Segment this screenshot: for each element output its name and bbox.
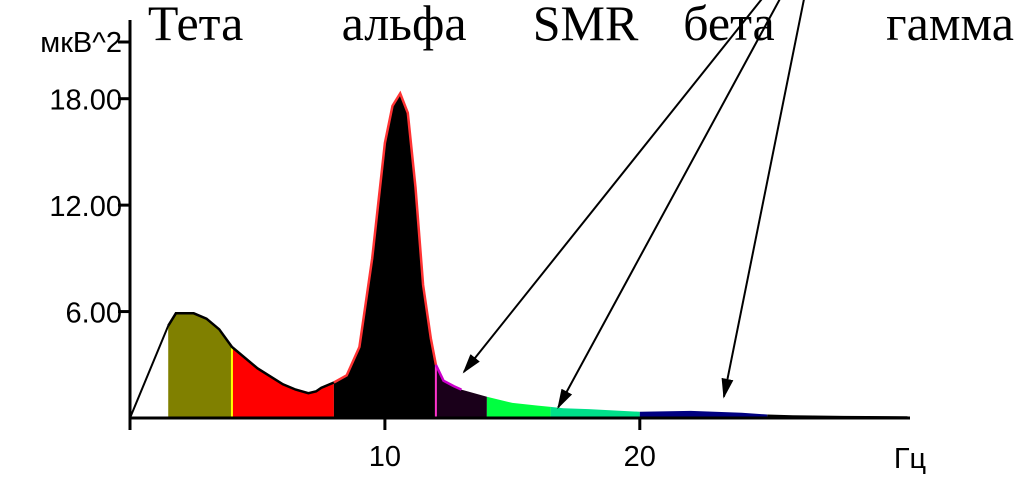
x-axis-label: Гц bbox=[894, 443, 926, 475]
band-fill-3 bbox=[435, 364, 487, 418]
band-fill-5 bbox=[550, 406, 640, 418]
y-tick-label: 12.00 bbox=[49, 191, 122, 223]
band-label: альфа bbox=[342, 0, 467, 51]
band-fill-4 bbox=[486, 396, 551, 418]
band-fill-6 bbox=[639, 410, 768, 418]
band-label: бета bbox=[683, 0, 775, 51]
band-arrows bbox=[462, 0, 805, 410]
x-tick-label: 20 bbox=[624, 441, 656, 473]
curve-outline bbox=[129, 90, 462, 419]
band-arrow bbox=[462, 0, 763, 374]
x-ticks: 10 20 bbox=[128, 418, 656, 473]
curve-start-line bbox=[129, 325, 170, 419]
curve-outline-1 bbox=[333, 90, 438, 384]
y-axis-label: мкВ^2 bbox=[40, 27, 122, 59]
band-edges bbox=[230, 347, 437, 418]
band-label: SMR bbox=[533, 0, 639, 51]
y-tick-label: 18.00 bbox=[49, 85, 122, 117]
band-fill-2 bbox=[333, 93, 436, 419]
band-label: Тета bbox=[148, 0, 243, 51]
band-arrow bbox=[557, 0, 781, 410]
band-fill-0 bbox=[168, 313, 232, 418]
y-ticks: 6.00 12.00 18.00 bbox=[49, 40, 130, 330]
curve-outline-0 bbox=[167, 312, 335, 395]
band-labels: Тета альфа SMR бета гамма bbox=[148, 0, 1014, 51]
band-fills bbox=[168, 93, 908, 419]
band-fill-1 bbox=[231, 347, 334, 418]
band-label: гамма bbox=[886, 0, 1014, 51]
y-tick-label: 6.00 bbox=[66, 298, 122, 330]
x-tick-label: 10 bbox=[369, 441, 401, 473]
band-arrow bbox=[721, 0, 805, 399]
curve-outline-2 bbox=[434, 364, 462, 391]
